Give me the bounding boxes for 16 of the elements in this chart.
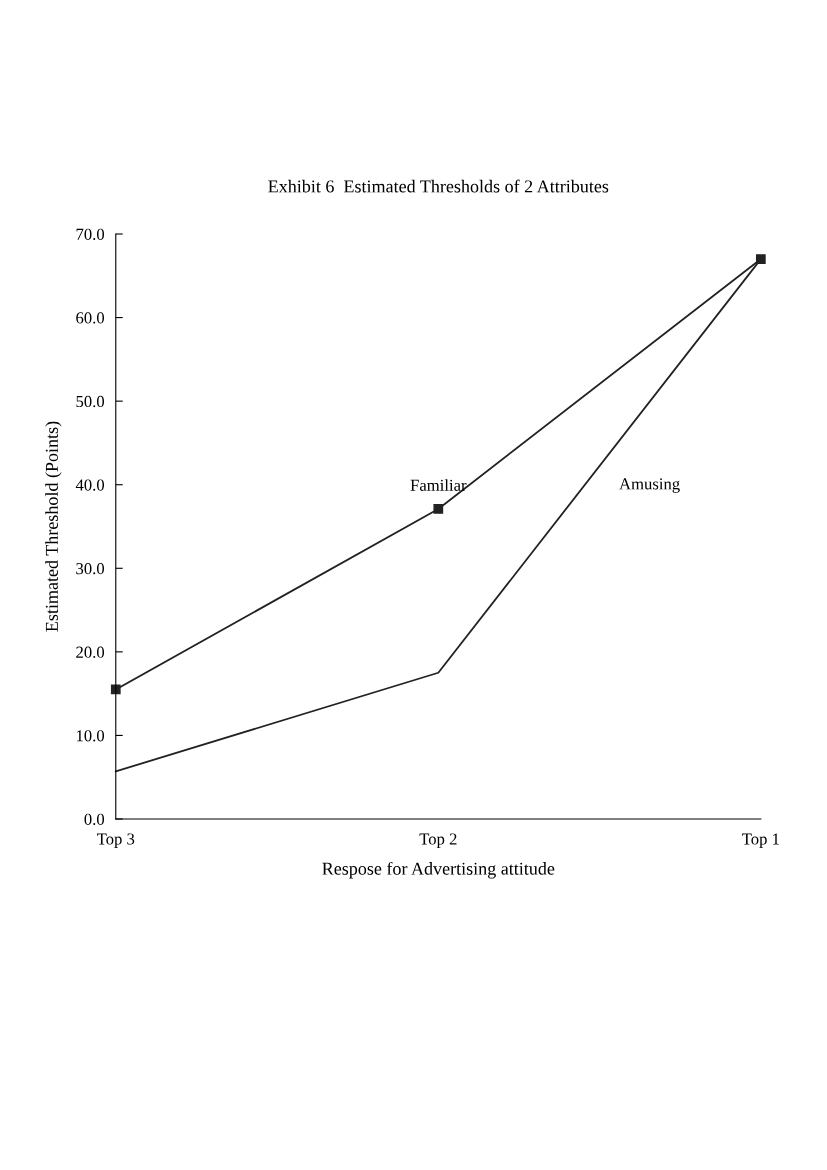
x-tick-label: Top 1 xyxy=(742,833,779,848)
y-axis-title: Estimated Threshold (Points) xyxy=(45,421,62,632)
series-label: Familiar xyxy=(410,479,467,491)
y-tick-label: 30.0 xyxy=(76,562,105,575)
y-tick-label: 50.0 xyxy=(76,395,105,408)
y-tick-label: 20.0 xyxy=(76,646,105,658)
chart-title: Exhibit 6 Estimated Thresholds of 2 Attributes xyxy=(268,179,609,193)
y-tick-label: 40.0 xyxy=(75,479,105,491)
x-tick-label: Top 2 xyxy=(419,833,457,848)
y-tick-label: 60.0 xyxy=(76,312,105,324)
x-axis-title: Respose for Advertising attitude xyxy=(322,861,555,879)
series-label: Amusing xyxy=(619,478,680,493)
y-tick-label: 10.0 xyxy=(76,730,105,742)
y-tick-label: 70.0 xyxy=(76,228,105,241)
x-tick-label: Top 3 xyxy=(96,833,135,848)
y-tick-label: 0.0 xyxy=(84,813,105,826)
